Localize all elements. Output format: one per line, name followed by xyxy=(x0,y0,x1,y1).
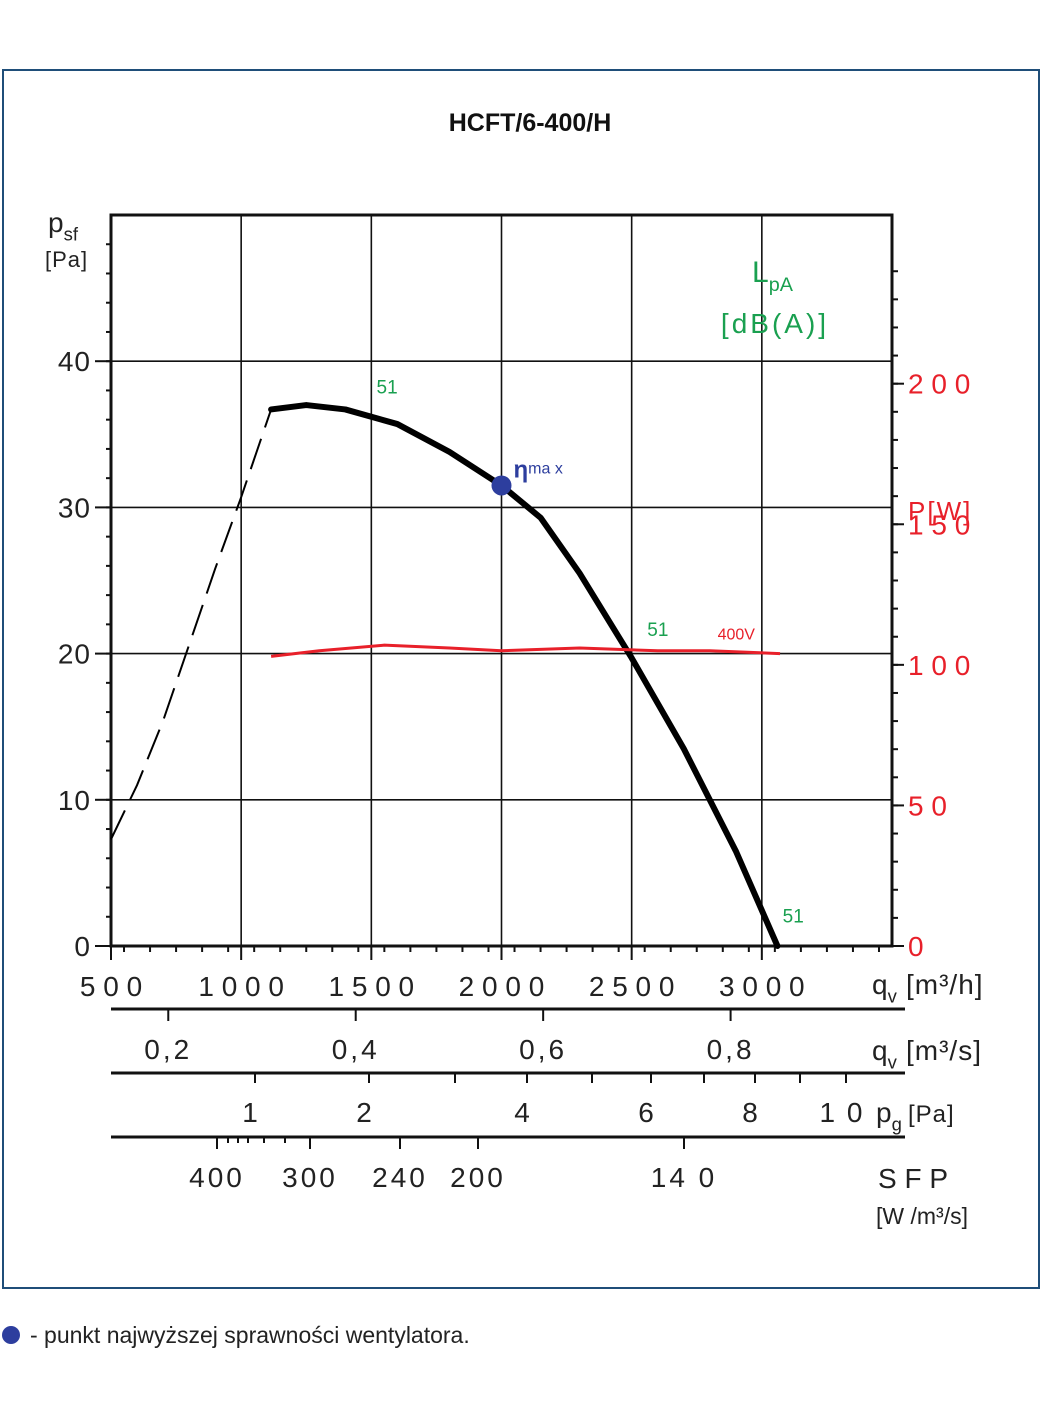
noise-axis-label: LpA xyxy=(752,256,794,296)
scale-qv-m3s-label: 0,2 xyxy=(144,1034,192,1065)
y-axis-tick-label: 30 xyxy=(58,492,91,523)
power-curve-400v xyxy=(270,643,781,658)
chart-title: HCFT/6-400/H xyxy=(449,109,612,137)
x-axis-tick-label: 1 0 0 0 xyxy=(198,971,284,1002)
y-axis-tick-label: 20 xyxy=(58,639,91,670)
footnote: - punkt najwyższej sprawności wentylator… xyxy=(0,1322,470,1348)
chart-frame xyxy=(2,69,1040,1289)
x-axis-unit: [m³/h] xyxy=(906,969,984,1000)
scale-qv-m3s-axis-label: qv xyxy=(872,1035,898,1072)
y-axis-tick-label: 10 xyxy=(58,785,91,816)
unstable-region-curve xyxy=(110,409,273,840)
footnote-text: - punkt najwyższej sprawności wentylator… xyxy=(30,1321,470,1348)
scale-pg-unit: [Pa] xyxy=(908,1101,955,1128)
scale-qv-m3s-label: 0,4 xyxy=(332,1034,380,1065)
scale-sfp-unit: [W /m³/s] xyxy=(876,1203,968,1229)
scale-qv-m3s-label: 0,8 xyxy=(707,1034,755,1065)
x-axis-tick-label: 2 5 0 0 xyxy=(589,971,675,1002)
x-axis-tick-label: 5 0 0 xyxy=(80,971,142,1002)
noise-level-label: 51 xyxy=(647,620,668,641)
y-axis-label: psf xyxy=(48,207,79,244)
y2-axis-label: P[W] xyxy=(908,496,972,526)
x-axis-tick-label: 1 5 0 0 xyxy=(329,971,415,1002)
scale-sfp-label: 14 0 xyxy=(651,1162,718,1193)
scale-sfp-axis-label: S F P xyxy=(878,1163,948,1194)
eta-max-point xyxy=(491,475,512,496)
scale-sfp-label: 240 xyxy=(372,1162,428,1193)
scale-pg-axis-label: pg xyxy=(876,1097,902,1134)
x-axis-tick-label: 3 0 0 0 xyxy=(719,971,805,1002)
x-axis-tick-label: 2 0 0 0 xyxy=(459,971,545,1002)
pressure-curve xyxy=(268,402,781,949)
scale-pg-label: 6 xyxy=(638,1097,656,1128)
y2-axis-tick-label: 0 xyxy=(908,931,924,962)
power-curve-label: 400V xyxy=(718,627,756,644)
y2-axis-tick-label: 1 0 0 xyxy=(908,650,970,681)
noise-level-label: 51 xyxy=(377,377,398,398)
y2-axis-tick-label: 1 5 0 xyxy=(908,509,970,540)
x-axis-label: qv xyxy=(872,969,898,1006)
scale-pg-label: 4 xyxy=(514,1097,532,1128)
scale-pg-label: 8 xyxy=(742,1097,760,1128)
scale-pg-label: 2 xyxy=(356,1097,374,1128)
y-axis-tick-label: 40 xyxy=(58,346,91,377)
eta-max-label: ηma x xyxy=(514,456,563,483)
scale-qv-m3s-unit: [m³/s] xyxy=(906,1035,982,1066)
noise-level-label: 51 xyxy=(783,907,804,928)
y-axis-unit: [Pa] xyxy=(45,247,88,272)
scale-sfp-label: 300 xyxy=(282,1162,338,1193)
y2-axis-tick-label: 5 0 xyxy=(908,790,947,821)
noise-axis-unit: [dB(A)] xyxy=(721,308,829,339)
eta-legend-icon xyxy=(2,1326,20,1344)
y-axis-tick-label: 0 xyxy=(74,931,91,962)
scale-sfp-label: 200 xyxy=(450,1162,506,1193)
scale-qv-m3s-label: 0,6 xyxy=(519,1034,567,1065)
y2-axis-tick-label: 2 0 0 xyxy=(908,369,970,400)
scale-sfp-label: 400 xyxy=(189,1162,245,1193)
scale-pg-label: 1 xyxy=(242,1097,260,1128)
scale-pg-label: 1 0 xyxy=(820,1097,865,1128)
